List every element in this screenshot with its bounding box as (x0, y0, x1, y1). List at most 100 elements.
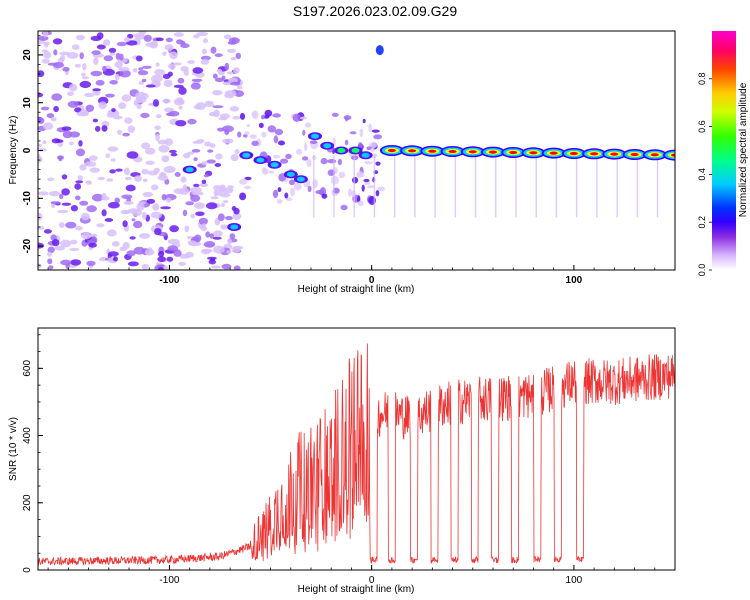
heatmap-transition-blob (348, 188, 352, 197)
heatmap-transition-blob (293, 182, 302, 191)
heatmap-noise-blob (98, 101, 107, 110)
heatmap-noise-blob (201, 48, 207, 55)
snr-x-axis-label: Height of straight line (km) (298, 584, 415, 595)
heatmap-transition-blob (286, 197, 293, 202)
heatmap-transition-blob (361, 184, 365, 192)
heatmap-noise-blob (106, 178, 114, 182)
heatmap-transition-blob (331, 112, 339, 117)
heatmap-noise-blob (214, 77, 225, 83)
heatmap-noise-blob (229, 233, 236, 240)
heatmap-transition-blob (304, 142, 308, 152)
heatmap-noise-blob (217, 213, 225, 222)
heatmap-transition-blob (285, 153, 292, 160)
heatmap-noise-blob (154, 82, 161, 87)
heatmap-noise-blob (47, 177, 55, 182)
heatmap-noise-blob (81, 76, 90, 80)
heatmap-noise-blob (187, 60, 196, 64)
heatmap-noise-blob (101, 125, 108, 132)
heatmap-noise-blob (224, 90, 237, 97)
heatmap-noise-blob (162, 51, 167, 56)
heatmap-noise-blob (213, 188, 218, 197)
heatmap-noise-blob (226, 250, 232, 254)
heatmap-noise-blob (214, 53, 223, 58)
heatmap-transition-blob (337, 158, 342, 166)
chart-title: S197.2026.023.02.09.G29 (293, 3, 457, 19)
heatmap-line-peak (610, 152, 619, 156)
heatmap-noise-blob (109, 80, 118, 85)
heatmap-noise-blob (157, 256, 166, 263)
heatmap-noise-blob (169, 225, 179, 233)
heatmap-noise-blob (81, 72, 86, 77)
heatmap-noise-blob (123, 200, 134, 205)
heatmap-noise-blob (165, 197, 172, 203)
heatmap-noise-blob (223, 34, 232, 40)
heatmap-noise-blob (190, 214, 195, 219)
heatmap-transition-blob (252, 110, 259, 120)
heatmap-line-peak (387, 148, 396, 153)
heatmap-noise-blob (126, 250, 136, 257)
heatmap-track-core (296, 176, 305, 182)
heatmap-noise-blob (79, 200, 89, 206)
heatmap-noise-blob (135, 91, 147, 100)
heatmap-noise-blob (79, 80, 92, 89)
heatmap-line-peak (428, 149, 437, 153)
heatmap-noise-blob (75, 148, 86, 157)
heatmap-line-peak (569, 151, 578, 156)
heatmap-noise-blob (224, 129, 230, 136)
heatmap-noise-blob (198, 217, 208, 225)
colorbar: 0.0 0.2 0.4 0.6 0.8 Normalized spectral ampl… (697, 31, 749, 276)
heatmap-noise-blob (227, 48, 236, 53)
heatmap-streak (535, 155, 537, 218)
heatmap-noise-blob (180, 176, 187, 183)
heatmap-noise-blob (165, 37, 173, 43)
heatmap-noise-blob (79, 164, 87, 171)
heatmap-noise-blob (67, 91, 74, 97)
heatmap-noise-blob (124, 176, 132, 181)
heatmap-noise-blob (208, 111, 219, 117)
heatmap-noise-blob (42, 140, 47, 144)
heatmap-noise-blob (221, 263, 232, 270)
heatmap-noise-blob (119, 69, 131, 78)
heatmap-noise-blob (71, 44, 80, 50)
heatmap-noise-blob (122, 132, 130, 137)
heatmap-noise-blob (53, 49, 58, 56)
heatmap-noise-blob (234, 149, 240, 155)
heatmap-noise-blob (212, 73, 218, 79)
heatmap-transition-blob (258, 122, 264, 129)
heatmap-track-core (256, 157, 265, 163)
colorbar-label: Normalized spectral amplitude (738, 82, 749, 217)
heatmap-transition-blob (357, 200, 364, 206)
heatmap-track-core (230, 224, 239, 230)
heatmap-noise-blob (126, 151, 139, 159)
heatmap-noise-blob (85, 180, 92, 185)
heatmap-noise-blob (164, 44, 174, 51)
heatmap-streak (393, 155, 396, 218)
heatmap-transition-blob (239, 112, 246, 120)
heatmap-noise-blob (212, 236, 222, 240)
heatmap-streak (616, 155, 618, 218)
heatmap-noise-blob (62, 66, 70, 72)
snr-panel: -100 0 100 0 200 400 600 Height of straight li… (8, 327, 676, 595)
heatmap-noise-blob (96, 44, 106, 50)
heatmap-y-tick-label: -20 (22, 238, 33, 253)
heatmap-noise-blob (234, 90, 245, 97)
heatmap-streak (575, 155, 578, 218)
heatmap-transition-blob (261, 167, 267, 175)
heatmap-noise-blob (162, 98, 171, 104)
heatmap-transition-blob (363, 178, 370, 183)
heatmap-noise-blob (75, 226, 83, 231)
heatmap-transition-blob (246, 124, 251, 128)
heatmap-noise-blob (80, 232, 92, 240)
heatmap-noise-blob (175, 120, 187, 127)
snr-y-axis-label: SNR (10 * v/v) (8, 417, 19, 481)
heatmap-noise-blob (235, 52, 241, 60)
heatmap-noise-blob (129, 236, 136, 240)
heatmap-noise-blob (220, 224, 229, 230)
heatmap-noise-blob (209, 233, 215, 239)
heatmap-noise-blob (102, 65, 107, 72)
heatmap-transition-blob (371, 129, 380, 133)
heatmap-noise-blob (38, 92, 43, 98)
heatmap-noise-blob (178, 105, 183, 110)
heatmap-noise-blob (135, 55, 143, 62)
